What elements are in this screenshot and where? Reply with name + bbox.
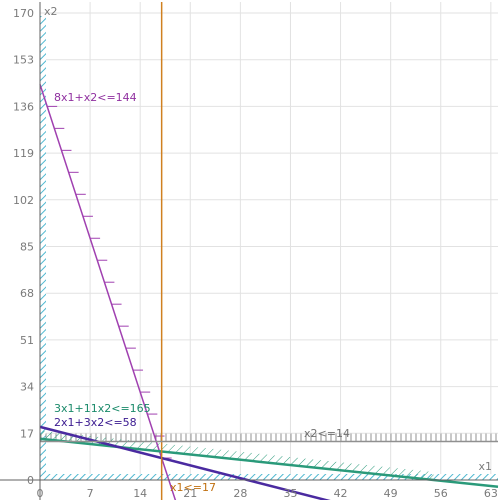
constraint-label-3: x1<=17 [170,481,216,494]
y-tick-label-2: 34 [20,381,34,394]
y-tick-label-6: 102 [13,194,34,207]
x-tick-label-1: 7 [87,487,94,500]
x-tick-label-5: 35 [283,487,297,500]
constraint-label-2: 2x1+3x2<=58 [54,416,137,429]
constraint-lines [39,2,499,500]
y-tick-label-9: 153 [13,54,34,67]
x-tick-label-6: 42 [334,487,348,500]
y-axis-label: x2 [44,5,58,18]
tick-labels: 0 7 14 21 28 35 42 49 56 63 0 17 34 51 68 85 102 119 136 15… [13,5,498,500]
x-tick-label-4: 28 [233,487,247,500]
y-tick-label-5: 85 [20,240,34,253]
constraint-hatching [40,16,498,480]
y-tick-label-8: 136 [13,100,34,113]
x-tick-label-3: 21 [183,487,197,500]
constraint-line-0 [39,84,177,500]
hatch-x2-le-14 [40,433,498,442]
y-tick-label-7: 119 [13,147,34,160]
constraint-label-1: 3x1+11x2<=165 [54,402,151,415]
y-tick-label-4: 68 [20,287,34,300]
x-tick-label-8: 56 [434,487,448,500]
constraint-label-4: x2<=14 [304,427,350,440]
x-tick-label-2: 14 [133,487,147,500]
y-tick-label-10: 170 [13,7,34,20]
y-tick-label-1: 17 [20,427,34,440]
nonneg-x1-hatch [40,16,46,480]
y-tick-label-0: 0 [27,474,34,487]
x-axis-label: x1 [478,460,492,473]
grid [40,2,498,480]
x-tick-label-9: 63 [484,487,498,500]
nonneg-x2-hatch [40,474,498,480]
x-tick-label-0: 0 [37,487,44,500]
x-tick-label-7: 49 [384,487,398,500]
hatch-3x1-11x2 [40,430,434,480]
y-tick-label-3: 51 [20,334,34,347]
constraint-label-0: 8x1+x2<=144 [54,91,137,104]
